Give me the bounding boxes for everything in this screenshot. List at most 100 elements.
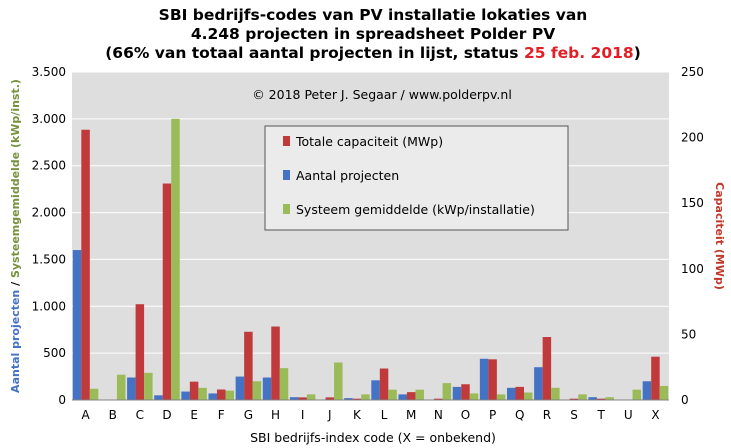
bar-projects-K [344, 398, 353, 400]
legend-swatch-projects [283, 170, 290, 180]
bar-capacity-K [352, 398, 362, 400]
x-tick-label-U: U [624, 408, 633, 422]
x-tick-label-S: S [570, 408, 578, 422]
bar-capacity-D [162, 183, 172, 400]
y-left-tick-label: 3.000 [32, 112, 66, 126]
y-right-tick-label: 50 [681, 327, 696, 341]
x-tick-label-F: F [218, 408, 225, 422]
bar-capacity-Q [515, 386, 524, 400]
x-tick-label-N: N [434, 408, 443, 422]
y-right-tick-label: 100 [681, 262, 704, 276]
bar-projects-Q [507, 387, 516, 400]
x-tick-label-H: H [271, 408, 280, 422]
bar-capacity-P [488, 359, 497, 400]
bar-capacity-J [325, 397, 335, 400]
y-axis-left-title-separator: / [9, 278, 22, 290]
bar-projects-E [181, 391, 190, 400]
bar-capacity-M [406, 392, 416, 400]
x-tick-label-A: A [81, 408, 90, 422]
bar-capacity-C [135, 304, 145, 400]
bar-capacity-E [189, 381, 199, 400]
y-axis-left-title: Aantal projecten / Systeemgemiddelde (kW… [9, 79, 22, 393]
chart-title-date: 25 feb. 2018 [524, 44, 634, 62]
bar-capacity-G [244, 331, 253, 400]
x-tick-label-B: B [109, 408, 117, 422]
y-left-tick-label: 1.500 [32, 252, 66, 266]
bar-capacity-I [298, 397, 307, 400]
legend-box [264, 125, 569, 231]
bar-average-J [334, 362, 343, 400]
bar-average-D [171, 118, 180, 400]
y-left-tick-label: 1.000 [32, 299, 66, 313]
bar-capacity-L [379, 368, 389, 400]
legend-swatch-capacity [283, 136, 290, 146]
x-tick-label-C: C [136, 408, 144, 422]
legend-label-average: Systeem gemiddelde (kWp/installatie) [296, 202, 535, 217]
y-left-tick-label: 2.000 [32, 206, 66, 220]
bar-average-M [415, 389, 424, 400]
bar-average-L [388, 389, 397, 400]
x-tick-label-D: D [162, 408, 171, 422]
bar-capacity-F [217, 389, 226, 400]
x-tick-label-X: X [651, 408, 659, 422]
chart-title-line3: (66% van totaal aantal projecten in lijs… [105, 44, 641, 62]
bar-average-N [442, 383, 452, 400]
bar-average-K [361, 394, 370, 400]
legend-label-capacity: Totale capaciteit (MWp) [295, 134, 443, 149]
bar-average-R [551, 387, 560, 400]
y-axis-right-title: Capaciteit (MWp) [713, 182, 726, 290]
copyright-text: © 2018 Peter J. Segaar / www.polderpv.nl [252, 87, 512, 102]
legend-swatch-average [283, 204, 290, 214]
bar-capacity-S [569, 398, 579, 400]
bar-average-P [496, 394, 506, 400]
x-tick-label-R: R [543, 408, 551, 422]
y-left-tick-label: 2.500 [32, 159, 66, 173]
bar-average-H [279, 368, 289, 400]
x-tick-label-P: P [489, 408, 496, 422]
bar-average-E [198, 387, 207, 400]
y-left-tick-label: 3.500 [32, 65, 66, 79]
bar-average-S [578, 394, 587, 400]
x-tick-label-I: I [301, 408, 305, 422]
bar-projects-H [262, 377, 272, 400]
bar-average-G [252, 381, 262, 400]
y-left-tick-label: 500 [43, 346, 66, 360]
y-left-tick-label: 0 [58, 393, 66, 407]
chart-title-line3-prefix: (66% van totaal aantal projecten in lijs… [105, 44, 524, 62]
bar-capacity-R [542, 337, 552, 400]
bar-capacity-N [434, 398, 443, 400]
legend-label-projects: Aantal projecten [296, 168, 399, 183]
bar-capacity-X [651, 356, 660, 400]
bar-projects-C [127, 377, 136, 400]
x-tick-label-K: K [353, 408, 362, 422]
y-axis-left-title-projects: Aantal projecten [9, 290, 22, 393]
bar-average-A [89, 388, 99, 400]
bar-capacity-A [81, 129, 90, 400]
y-right-tick-label: 250 [681, 65, 704, 79]
chart-title-line2: 4.248 projecten in spreadsheet Polder PV [191, 25, 555, 43]
bar-projects-F [208, 393, 217, 400]
x-tick-label-M: M [406, 408, 416, 422]
x-tick-label-O: O [461, 408, 470, 422]
bar-projects-D [154, 395, 163, 400]
bar-projects-P [479, 358, 489, 400]
y-right-tick-label: 150 [681, 196, 704, 210]
y-axis-left-title-average: Systeemgemiddelde (kWp/inst.) [9, 79, 22, 278]
bar-average-U [632, 389, 642, 400]
bar-projects-X [642, 381, 652, 400]
bar-projects-I [289, 397, 299, 400]
bar-average-Q [524, 392, 533, 400]
x-axis-title: SBI bedrijfs-index code (X = onbekend) [250, 430, 496, 445]
bar-average-O [469, 393, 479, 400]
bar-average-T [605, 397, 614, 400]
bar-projects-R [534, 367, 543, 400]
bar-average-F [225, 390, 234, 400]
bar-projects-M [398, 394, 407, 400]
bar-projects-O [452, 386, 462, 400]
chart-title-line3-suffix: ) [634, 44, 641, 62]
bar-capacity-O [461, 384, 470, 400]
x-tick-label-E: E [190, 408, 198, 422]
bar-projects-G [235, 376, 245, 400]
